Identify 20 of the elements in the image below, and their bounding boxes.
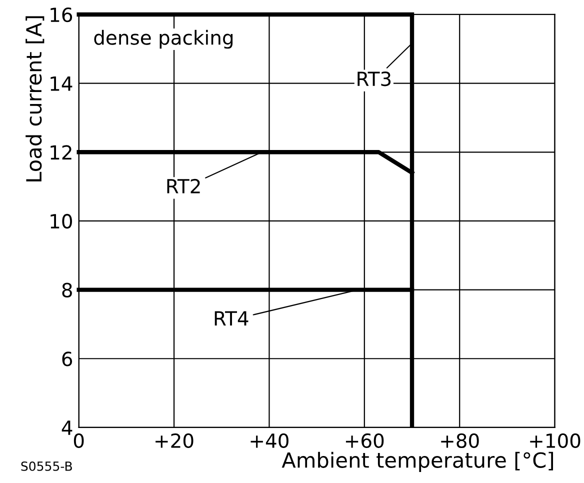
y-tick-label: 10 — [50, 214, 72, 229]
x-tick-label: +100 — [530, 433, 580, 448]
y-tick-label: 14 — [50, 76, 72, 91]
x-tick-label: +60 — [346, 433, 384, 448]
x-axis-title: Ambient temperature [°C] — [282, 452, 554, 472]
x-tick-label: +40 — [250, 433, 288, 448]
y-tick-label: 8 — [62, 282, 72, 298]
text: S0555-B — [21, 461, 72, 471]
y-tick-label: 6 — [62, 352, 72, 366]
y-tick-label: 12 — [50, 145, 72, 160]
x-tick-label: +80 — [441, 433, 479, 448]
y-tick-label: 16 — [50, 7, 72, 22]
x-tick-label: 0 — [74, 433, 84, 448]
x-tick-label: +20 — [156, 433, 194, 448]
legend-label: RT3 — [358, 72, 391, 86]
series-label: RT4 — [214, 311, 248, 326]
y-axis-title: Load current [A] — [26, 16, 44, 182]
series-label: RT2 — [167, 178, 200, 194]
annotation: dense packing — [94, 30, 233, 49]
y-tick-label: 4 — [62, 420, 72, 435]
